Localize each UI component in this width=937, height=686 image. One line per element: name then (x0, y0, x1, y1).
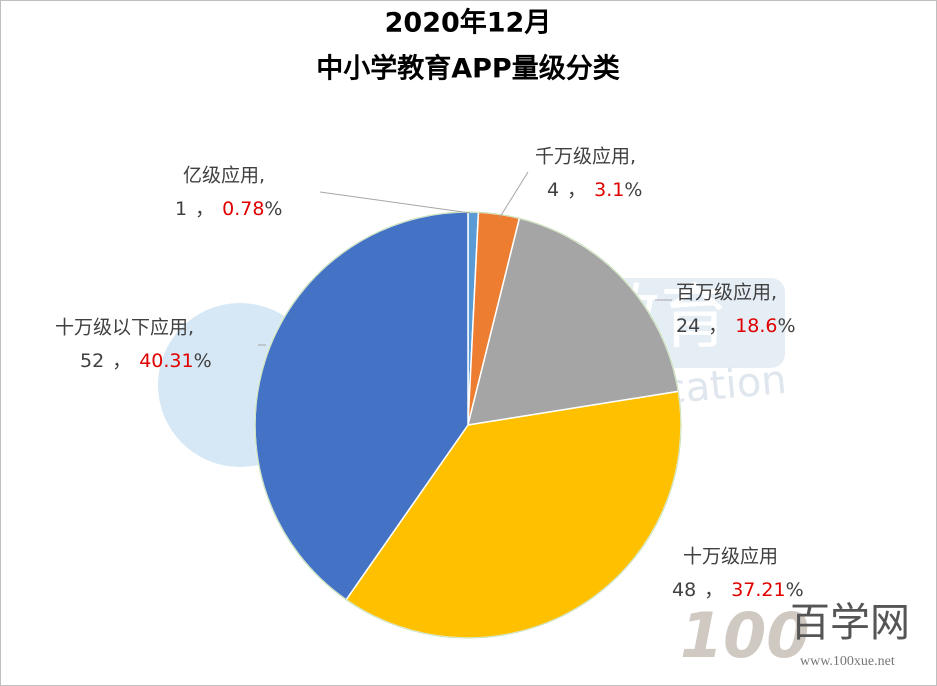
watermark-text: www.100xue.net (800, 654, 895, 669)
data-label: 52 ， 40.31% (80, 350, 212, 372)
data-label: 48 ， 37.21% (672, 579, 804, 601)
data-label-value: 40.31 (139, 350, 193, 372)
data-label-unit: % (624, 179, 642, 201)
data-label: 1 ， 0.78% (175, 198, 282, 220)
data-label-name: 十万级以下应用, (55, 317, 194, 339)
pie-outline (254, 211, 682, 639)
data-label-separator: ， (195, 198, 214, 220)
data-label: 4 ， 3.1% (547, 179, 642, 201)
data-label-separator: ， (704, 579, 723, 601)
data-label-unit: % (786, 579, 804, 601)
chart-title: 2020年12月 (385, 7, 552, 39)
leader-line (319, 191, 471, 214)
watermark-text: 百学网 (790, 600, 910, 646)
data-label-value: 18.6 (735, 315, 777, 337)
data-label-name: 十万级应用 (683, 546, 778, 568)
data-label-count: 24 (676, 315, 700, 337)
data-label-count: 4 (547, 179, 559, 201)
data-label-name: 亿级应用, (183, 165, 265, 187)
data-label-value: 0.78 (222, 198, 264, 220)
data-label-count: 1 (175, 198, 187, 220)
data-label-unit: % (778, 315, 796, 337)
data-label-separator: ， (708, 315, 727, 337)
data-label-separator: ， (112, 350, 131, 372)
data-label-unit: % (264, 198, 282, 220)
data-label-name: 千万级应用, (535, 146, 636, 168)
data-label-value: 37.21 (731, 579, 785, 601)
data-label: 24 ， 18.6% (676, 315, 796, 337)
data-label-value: 3.1 (594, 179, 624, 201)
watermark-text: 100 (680, 599, 809, 672)
watermark: 100 百学网 www.100xue.net (680, 599, 910, 672)
leader-line (499, 171, 529, 218)
data-label-unit: % (194, 350, 212, 372)
data-label-name: 百万级应用, (676, 282, 777, 304)
data-label-count: 48 (672, 579, 696, 601)
data-label-separator: ， (567, 179, 586, 201)
chart-title: 中小学教育APP量级分类 (316, 53, 619, 85)
data-label-count: 52 (80, 350, 104, 372)
